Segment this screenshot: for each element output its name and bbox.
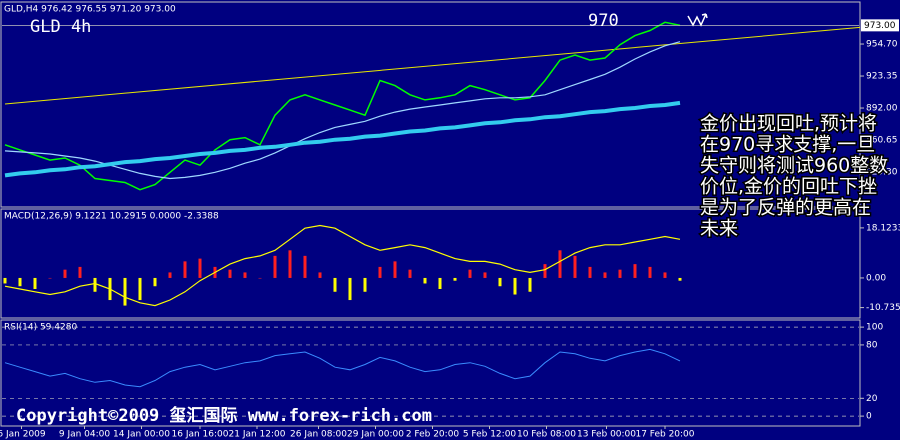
last-price-label: 973.00 — [864, 21, 896, 31]
histogram-bar — [573, 255, 577, 278]
histogram-bar — [543, 264, 547, 278]
histogram-bar — [648, 266, 652, 278]
y-tick-label: 923.35 — [866, 72, 898, 82]
series-line — [4, 348, 681, 388]
x-tick-label: 29 Jan 00:00 — [347, 430, 404, 440]
y-tick-label: 860.65 — [866, 136, 898, 146]
histogram-bar — [393, 261, 397, 278]
y-tick-label: 100 — [866, 323, 883, 333]
y-tick-label: 20 — [866, 394, 878, 404]
histogram-bar — [183, 261, 187, 278]
commentary-line: 是为了反弹的更高在 — [700, 197, 871, 219]
histogram-bar — [528, 277, 532, 292]
trendline — [4, 26, 861, 105]
histogram-bar — [78, 266, 82, 278]
x-tick-label: 10 Feb 08:00 — [517, 430, 576, 440]
last-price-box — [861, 19, 899, 32]
x-tick-label: 6 Jan 2009 — [0, 430, 46, 440]
y-tick-label: 829.30 — [866, 168, 898, 178]
y-tick-label: 0 — [866, 412, 872, 422]
commentary-line: 在970寻求支撑,一旦 — [700, 134, 875, 156]
histogram-bar — [48, 277, 52, 279]
y-tick-label: 0.00 — [866, 273, 886, 283]
commentary-line: 价位,金价的回吐下挫 — [700, 176, 877, 198]
histogram-bar — [153, 277, 157, 287]
y-tick-label: 892.00 — [866, 104, 898, 114]
histogram-bar — [93, 277, 97, 292]
histogram-bar — [678, 277, 682, 281]
x-tick-label: 16 Jan 16:00 — [172, 430, 229, 440]
x-tick-label: 9 Jan 04:00 — [59, 430, 111, 440]
histogram-bar — [288, 250, 292, 278]
symbol-label: GLD 4h — [30, 17, 91, 37]
histogram-bar — [243, 272, 247, 278]
series-line — [4, 21, 681, 191]
histogram-bar — [468, 269, 472, 278]
histogram-bar — [318, 272, 322, 278]
histogram-bar — [303, 255, 307, 278]
histogram-bar — [333, 277, 337, 292]
histogram-bar — [588, 266, 592, 278]
histogram-bar — [378, 266, 382, 278]
macd-panel — [0, 208, 861, 319]
x-tick-label: 2 Feb 20:00 — [406, 430, 460, 440]
histogram-bar — [453, 277, 457, 281]
histogram-bar — [33, 277, 37, 289]
histogram-bar — [273, 255, 277, 278]
y-tick-label: -10.7357 — [866, 303, 900, 313]
histogram-bar — [168, 272, 172, 278]
histogram-bar — [408, 269, 412, 278]
hand-arrow — [687, 13, 708, 27]
level-label: 970 — [588, 11, 619, 31]
x-tick-label: 21 Jan 12:00 — [229, 430, 286, 440]
histogram-bar — [498, 277, 502, 287]
histogram-bar — [348, 277, 352, 301]
price-panel — [0, 1, 861, 208]
copyright: Copyright©2009 玺汇国际 www.forex-rich.com — [16, 405, 432, 426]
histogram-bar — [513, 277, 517, 295]
x-tick-label: 26 Jan 08:00 — [290, 430, 347, 440]
histogram-bar — [618, 269, 622, 278]
rsi-title: RSI(14) 59.4280 — [4, 323, 77, 333]
histogram-bar — [558, 250, 562, 278]
commentary-line: 金价出现回吐,预计将 — [700, 113, 877, 135]
series-line — [4, 41, 681, 180]
histogram-bar — [228, 269, 232, 278]
histogram-bar — [633, 264, 637, 278]
histogram-bar — [363, 277, 367, 292]
histogram-bar — [198, 258, 202, 278]
x-tick-label: 14 Jan 00:00 — [113, 430, 170, 440]
histogram-bar — [423, 277, 427, 284]
histogram-bar — [63, 269, 67, 278]
price-title: GLD,H4 976.42 976.55 971.20 973.00 — [4, 5, 176, 15]
histogram-bar — [603, 272, 607, 278]
y-tick-label: 18.1233 — [866, 223, 900, 233]
series-line — [4, 100, 681, 178]
histogram-bar — [123, 277, 127, 306]
commentary-line: 失守则将测试960整数 — [700, 155, 888, 177]
y-tick-label: 80 — [866, 340, 878, 350]
histogram-bar — [18, 277, 22, 287]
histogram-bar — [3, 277, 7, 284]
rsi-panel — [0, 319, 861, 427]
series-line — [4, 224, 681, 307]
x-tick-label: 17 Feb 20:00 — [635, 430, 694, 440]
x-tick-label: 13 Feb 00:00 — [577, 430, 636, 440]
histogram-bar — [138, 277, 142, 301]
macd-title: MACD(12,26,9) 9.1221 10.2915 0.0000 -2.3… — [4, 212, 219, 222]
commentary-line: 未来 — [700, 218, 738, 240]
y-tick-label: 954.70 — [866, 40, 898, 50]
histogram-bar — [483, 272, 487, 278]
histogram-bar — [438, 277, 442, 289]
histogram-bar — [663, 272, 667, 278]
x-tick-label: 5 Feb 12:00 — [463, 430, 517, 440]
histogram-bar — [258, 277, 262, 279]
